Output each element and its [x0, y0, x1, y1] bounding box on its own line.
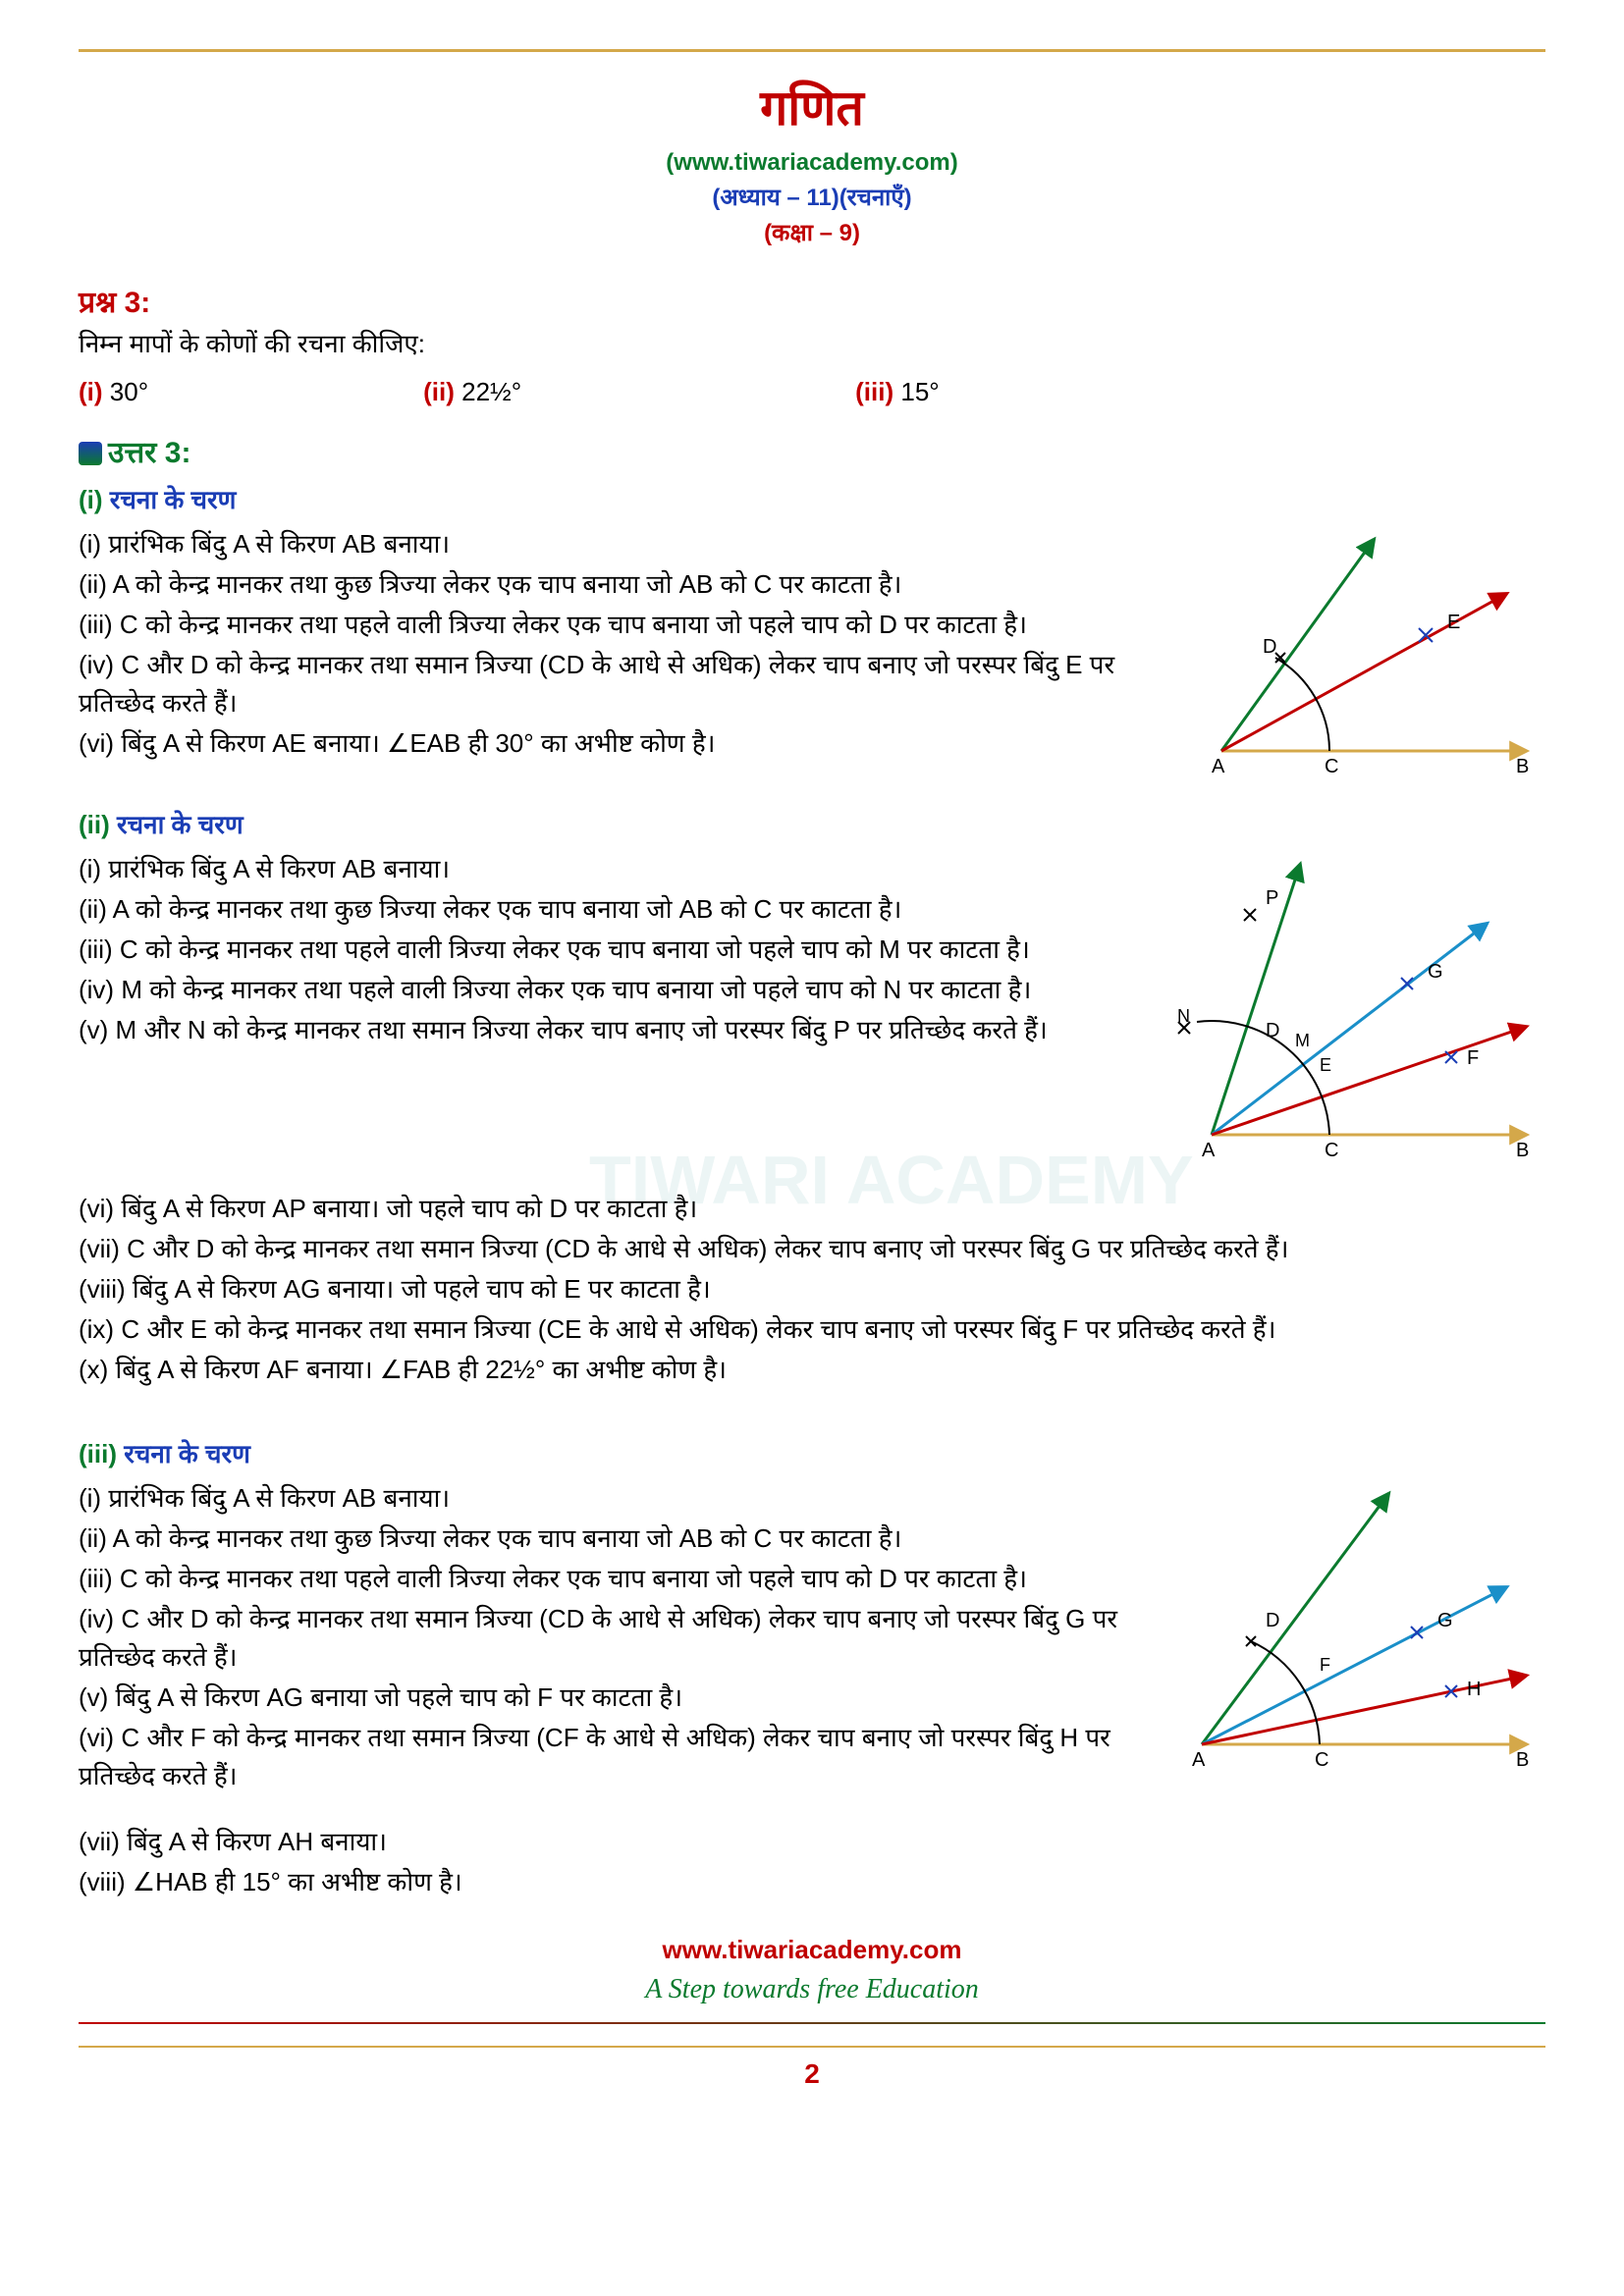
- step: (i) प्रारंभिक बिंदु A से किरण AB बनाया।: [79, 850, 1153, 888]
- svg-text:D: D: [1266, 1020, 1279, 1041]
- svg-text:G: G: [1428, 961, 1443, 983]
- opt-iii-label: (iii): [855, 377, 893, 406]
- option-ii: (ii) 22½°: [423, 373, 521, 411]
- step: (vi) बिंदु A से किरण AP बनाया। जो पहले च…: [79, 1190, 1545, 1228]
- diagram-ii: A C B D M N P E G F: [1172, 850, 1545, 1164]
- step: (ii) A को केन्द्र मानकर तथा कुछ त्रिज्या…: [79, 890, 1153, 929]
- step: (viii) बिंदु A से किरण AG बनाया। जो पहले…: [79, 1270, 1545, 1308]
- part-ii-text-narrow: (i) प्रारंभिक बिंदु A से किरण AB बनाया। …: [79, 850, 1153, 1051]
- option-iii: (iii) 15°: [855, 373, 940, 411]
- svg-text:D: D: [1263, 636, 1276, 658]
- svg-text:E: E: [1320, 1055, 1331, 1075]
- svg-text:C: C: [1325, 756, 1338, 777]
- svg-text:C: C: [1315, 1749, 1328, 1771]
- part-i-content: (i) प्रारंभिक बिंदु A से किरण AB बनाया। …: [79, 525, 1545, 780]
- page-header: गणित (www.tiwariacademy.com) (अध्याय – 1…: [79, 72, 1545, 251]
- svg-text:A: A: [1192, 1749, 1206, 1771]
- opt-iii-val: 15°: [900, 377, 939, 406]
- part-ii-text-full: (vi) बिंदु A से किरण AP बनाया। जो पहले च…: [79, 1190, 1545, 1389]
- footer-url: www.tiwariacademy.com: [79, 1931, 1545, 1969]
- step: (i) प्रारंभिक बिंदु A से किरण AB बनाया।: [79, 1479, 1153, 1518]
- svg-text:M: M: [1295, 1031, 1310, 1050]
- step: (ii) A को केन्द्र मानकर तथा कुछ त्रिज्या…: [79, 565, 1182, 604]
- svg-text:C: C: [1325, 1140, 1338, 1161]
- answer-icon: [79, 442, 102, 465]
- answer-label: उत्तर 3:: [79, 431, 1545, 475]
- title: गणित: [79, 72, 1545, 145]
- part-i-label: (i): [79, 485, 103, 514]
- footer-motto: A Step towards free Education: [79, 1969, 1545, 2010]
- answer-label-text: उत्तर 3:: [108, 431, 190, 475]
- part-ii-content: (i) प्रारंभिक बिंदु A से किरण AB बनाया। …: [79, 850, 1545, 1164]
- step: (iii) C को केन्द्र मानकर तथा पहले वाली त…: [79, 931, 1153, 969]
- step: (iv) M को केन्द्र मानकर तथा पहले वाली त्…: [79, 971, 1153, 1009]
- page-footer: www.tiwariacademy.com A Step towards fre…: [79, 1931, 1545, 2024]
- header-class: (कक्षा – 9): [79, 216, 1545, 251]
- step: (v) बिंदु A से किरण AG बनाया जो पहले चाप…: [79, 1679, 1153, 1717]
- step: (v) M और N को केन्द्र मानकर तथा समान त्र…: [79, 1011, 1153, 1049]
- step: (iv) C और D को केन्द्र मानकर तथा समान त्…: [79, 1600, 1153, 1677]
- svg-text:A: A: [1212, 756, 1225, 777]
- part-iii-head: (iii) रचना के चरण: [79, 1435, 1545, 1473]
- step: (iii) C को केन्द्र मानकर तथा पहले वाली त…: [79, 606, 1182, 644]
- part-ii-heading: रचना के चरण: [117, 810, 244, 839]
- svg-text:A: A: [1202, 1140, 1216, 1161]
- svg-text:E: E: [1447, 612, 1460, 633]
- options-row: (i) 30° (ii) 22½° (iii) 15°: [79, 373, 1545, 411]
- part-iii-content: (i) प्रारंभिक बिंदु A से किरण AB बनाया। …: [79, 1479, 1545, 1797]
- step: (i) प्रारंभिक बिंदु A से किरण AB बनाया।: [79, 525, 1182, 563]
- step: (vii) C और D को केन्द्र मानकर तथा समान त…: [79, 1230, 1545, 1268]
- footer-rule: [79, 2022, 1545, 2024]
- svg-text:F: F: [1467, 1047, 1479, 1069]
- page-number: 2: [79, 2054, 1545, 2095]
- svg-text:N: N: [1177, 1006, 1190, 1026]
- part-i-text: (i) प्रारंभिक बिंदु A से किरण AB बनाया। …: [79, 525, 1182, 765]
- step: (ii) A को केन्द्र मानकर तथा कुछ त्रिज्या…: [79, 1520, 1153, 1558]
- part-ii-label: (ii): [79, 810, 110, 839]
- svg-text:H: H: [1467, 1679, 1481, 1700]
- svg-text:B: B: [1516, 1749, 1529, 1771]
- step: (ix) C और E को केन्द्र मानकर तथा समान त्…: [79, 1310, 1545, 1349]
- diagram-iii: A C B D F G H: [1172, 1479, 1545, 1774]
- step: (vi) बिंदु A से किरण AE बनाया। ∠EAB ही 3…: [79, 724, 1182, 763]
- svg-text:F: F: [1320, 1655, 1330, 1675]
- opt-ii-val: 22½°: [461, 377, 521, 406]
- opt-i-val: 30°: [110, 377, 148, 406]
- svg-text:G: G: [1437, 1610, 1453, 1631]
- step: (vii) बिंदु A से किरण AH बनाया।: [79, 1823, 1545, 1861]
- opt-i-label: (i): [79, 377, 103, 406]
- diagram-i: A C B D E: [1202, 525, 1545, 780]
- step: (vi) C और F को केन्द्र मानकर तथा समान त्…: [79, 1719, 1153, 1795]
- step: (viii) ∠HAB ही 15° का अभीष्ट कोण है।: [79, 1863, 1545, 1901]
- svg-text:D: D: [1266, 1610, 1279, 1631]
- question-label: प्रश्न 3:: [79, 281, 1545, 325]
- question-text: निम्न मापों के कोणों की रचना कीजिए:: [79, 325, 1545, 363]
- option-i: (i) 30°: [79, 373, 148, 411]
- step: (iv) C और D को केन्द्र मानकर तथा समान त्…: [79, 646, 1182, 722]
- part-iii-label: (iii): [79, 1439, 117, 1468]
- part-i-heading: रचना के चरण: [110, 485, 237, 514]
- header-chapter: (अध्याय – 11)(रचनाएँ): [79, 181, 1545, 216]
- svg-text:P: P: [1266, 887, 1278, 909]
- part-iii-text-full: (vii) बिंदु A से किरण AH बनाया। (viii) ∠…: [79, 1823, 1545, 1901]
- opt-ii-label: (ii): [423, 377, 455, 406]
- svg-text:B: B: [1516, 756, 1529, 777]
- step: (iii) C को केन्द्र मानकर तथा पहले वाली त…: [79, 1560, 1153, 1598]
- part-ii-head: (ii) रचना के चरण: [79, 806, 1545, 844]
- part-iii-heading: रचना के चरण: [124, 1439, 250, 1468]
- header-url: (www.tiwariacademy.com): [79, 145, 1545, 181]
- part-iii-text-narrow: (i) प्रारंभिक बिंदु A से किरण AB बनाया। …: [79, 1479, 1153, 1797]
- svg-text:B: B: [1516, 1140, 1529, 1161]
- part-i-head: (i) रचना के चरण: [79, 481, 1545, 519]
- step: (x) बिंदु A से किरण AF बनाया। ∠FAB ही 22…: [79, 1351, 1545, 1389]
